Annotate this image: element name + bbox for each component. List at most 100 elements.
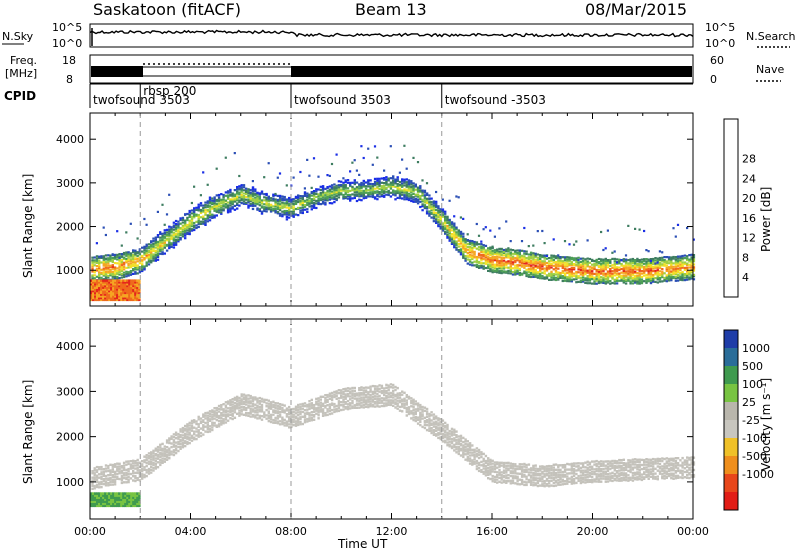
power-cell bbox=[100, 291, 103, 295]
power-cell bbox=[141, 263, 144, 266]
power-cell bbox=[597, 272, 601, 275]
power-cell bbox=[676, 262, 680, 265]
velocity-cell bbox=[360, 386, 363, 389]
power-cell bbox=[410, 183, 413, 186]
power-cell bbox=[125, 270, 128, 273]
velocity-cell bbox=[561, 483, 564, 486]
power-cell bbox=[496, 248, 499, 251]
power-cell bbox=[168, 225, 171, 228]
velocity-cell bbox=[367, 393, 370, 396]
power-cell bbox=[462, 217, 465, 220]
power-cell bbox=[600, 278, 603, 281]
power-cell bbox=[138, 281, 141, 284]
power-cell bbox=[211, 213, 214, 216]
power-cell bbox=[604, 264, 607, 267]
velocity-cell bbox=[557, 483, 560, 486]
power-cell bbox=[611, 274, 614, 277]
power-cell bbox=[330, 194, 334, 197]
power-cell bbox=[638, 269, 641, 272]
power-cell bbox=[247, 201, 250, 204]
power-cell bbox=[95, 269, 99, 272]
power-cell bbox=[118, 265, 121, 268]
power-cell bbox=[208, 213, 212, 216]
power-cell bbox=[473, 250, 476, 253]
power-cell bbox=[550, 254, 553, 257]
power-cell bbox=[240, 189, 243, 192]
power-cell bbox=[213, 216, 216, 219]
power-cell bbox=[226, 197, 230, 200]
velocity-cell bbox=[276, 417, 280, 420]
power-cell bbox=[471, 251, 474, 254]
cpid-label: CPID bbox=[4, 89, 36, 103]
power-cell bbox=[211, 216, 214, 219]
velocity-cell bbox=[500, 471, 503, 474]
power-cell bbox=[566, 256, 569, 259]
velocity-cell bbox=[150, 453, 153, 456]
power-cell bbox=[177, 236, 180, 239]
power-cell bbox=[385, 181, 388, 185]
power-cell bbox=[109, 268, 112, 271]
velocity-cell bbox=[394, 395, 397, 398]
velocity-cell bbox=[441, 429, 445, 432]
power-cell bbox=[464, 241, 467, 244]
velocity-cell bbox=[297, 419, 300, 422]
power-cell bbox=[346, 197, 350, 200]
power-cell bbox=[285, 206, 289, 209]
power-cell bbox=[586, 279, 589, 282]
power-cell bbox=[104, 261, 108, 264]
power-cell bbox=[274, 198, 277, 201]
power-cell bbox=[541, 274, 544, 278]
power-cell bbox=[563, 265, 567, 268]
power-cell bbox=[665, 277, 668, 280]
power-cell bbox=[240, 186, 243, 189]
power-cell bbox=[557, 263, 560, 266]
power-cell bbox=[516, 266, 519, 270]
power-cell bbox=[572, 257, 576, 260]
velocity-cell bbox=[202, 420, 205, 423]
velocity-cell bbox=[419, 420, 422, 423]
velocity-cell bbox=[349, 387, 352, 390]
velocity-cell bbox=[487, 462, 490, 465]
power-cell bbox=[132, 298, 135, 302]
velocity-cell bbox=[312, 410, 316, 413]
power-cell bbox=[358, 187, 361, 190]
velocity-cell bbox=[351, 389, 354, 392]
velocity-cell bbox=[283, 421, 286, 424]
power-cell bbox=[667, 258, 671, 261]
velocity-cell bbox=[174, 451, 178, 455]
power-cell bbox=[102, 288, 105, 291]
power-cell bbox=[520, 240, 524, 243]
velocity-cell bbox=[453, 446, 456, 449]
velocity-cell bbox=[278, 405, 282, 408]
power-cell bbox=[466, 245, 469, 249]
power-cell bbox=[658, 276, 662, 280]
power-cell bbox=[132, 286, 135, 289]
power-cell bbox=[120, 291, 123, 295]
power-cell bbox=[541, 255, 544, 259]
power-cell bbox=[690, 258, 693, 261]
power-cell bbox=[645, 276, 648, 279]
velocity-cell bbox=[206, 416, 209, 420]
velocity-cell bbox=[136, 466, 139, 470]
power-cell bbox=[595, 275, 598, 278]
power-cell bbox=[360, 193, 363, 196]
power-cell bbox=[416, 193, 420, 197]
power-cell bbox=[233, 193, 237, 196]
power-cell bbox=[396, 191, 399, 195]
velocity-cell bbox=[477, 463, 481, 467]
power-cell bbox=[312, 197, 316, 200]
velocity-cell bbox=[369, 396, 372, 399]
power-cell bbox=[552, 264, 555, 267]
power-cell bbox=[204, 222, 207, 225]
velocity-cell bbox=[233, 408, 237, 411]
velocity-cell bbox=[559, 471, 562, 474]
power-cell bbox=[432, 208, 436, 211]
power-cell bbox=[226, 194, 230, 197]
power-cell bbox=[301, 195, 304, 198]
power-cell bbox=[263, 207, 266, 211]
power-cell bbox=[265, 203, 268, 206]
velocity-cell bbox=[326, 395, 329, 398]
velocity-cell bbox=[222, 419, 225, 423]
power-cell bbox=[145, 251, 148, 254]
power-cell bbox=[525, 262, 528, 265]
